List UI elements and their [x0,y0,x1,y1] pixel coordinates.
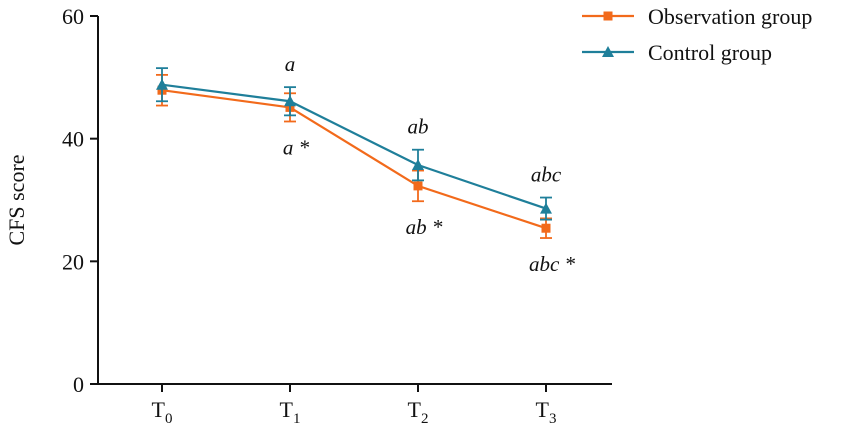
axes [97,16,612,385]
annotation-layer: a ab abc a * ab * abc * [283,52,576,276]
data-point-triangle [540,202,552,214]
x-ticks: T0 T1 T2 T3 [152,384,557,427]
legend-square-marker [603,11,613,21]
x-tick-label-subscript: 3 [549,411,557,427]
y-tick-label: 60 [62,4,84,29]
x-tick-label-base: T [280,397,294,422]
x-tick-label: T0 [152,397,173,427]
y-tick-label: 0 [73,372,84,397]
series-layer [156,67,552,239]
data-point-triangle [156,78,168,90]
series-control [156,67,552,221]
x-tick-label-subscript: 1 [293,411,301,427]
data-point-square [541,223,551,233]
x-tick-label: T2 [408,397,429,427]
legend-label: Observation group [648,4,812,29]
legend-triangle-marker [602,46,614,57]
x-tick-label-subscript: 0 [165,411,173,427]
control-significance-label: a [285,52,296,76]
observation-significance-label: a * [283,135,310,159]
legend-item: Observation group [582,4,812,29]
series-line [161,89,547,230]
y-tick-label: 40 [62,127,84,152]
x-tick-label-base: T [152,397,166,422]
series-line [161,83,547,210]
data-point-triangle [284,95,296,107]
legend-label: Control group [648,40,772,65]
control-significance-label: abc [531,163,562,187]
observation-significance-label: abc * [529,252,576,276]
y-ticks: 0 20 40 60 [62,4,98,397]
x-tick-label-base: T [408,397,422,422]
x-tick-label-base: T [536,397,550,422]
x-tick-label: T1 [280,397,301,427]
observation-significance-label: ab * [406,215,443,239]
x-tick-label: T3 [536,397,557,427]
data-point-triangle [412,159,424,171]
data-point-square [413,181,423,191]
control-significance-label: ab [408,115,429,139]
legend-item: Control group [582,40,772,65]
y-tick-label: 20 [62,249,84,274]
y-axis-title: CFS score [4,154,29,245]
series-observation [156,73,552,239]
legend: Observation group Control group [582,4,812,65]
x-tick-label-subscript: 2 [421,411,429,427]
